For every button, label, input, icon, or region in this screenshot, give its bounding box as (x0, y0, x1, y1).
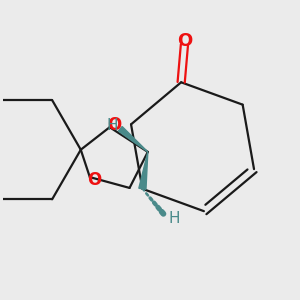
Polygon shape (139, 152, 148, 189)
Text: O: O (177, 32, 192, 50)
Text: O: O (87, 171, 101, 189)
Text: H: H (106, 118, 118, 133)
Text: O: O (107, 116, 122, 134)
Text: H: H (169, 212, 180, 226)
Polygon shape (118, 127, 148, 152)
